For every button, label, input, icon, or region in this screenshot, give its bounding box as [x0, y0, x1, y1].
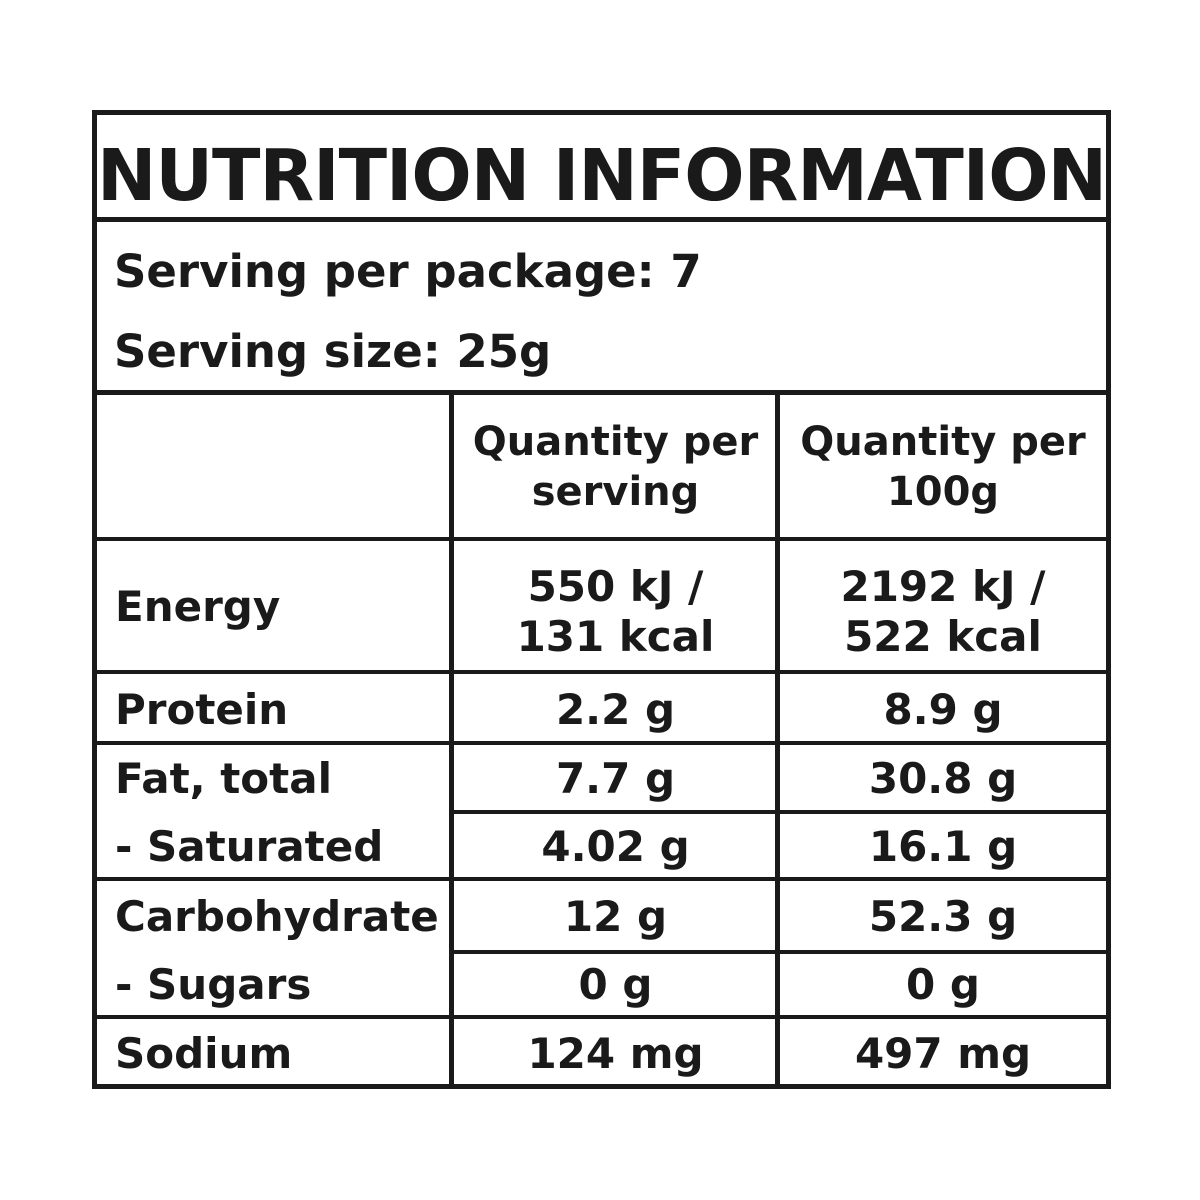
energy-per-100g-kj: 2192 kJ /: [840, 562, 1046, 611]
protein-per-100g: 8.9 g: [883, 685, 1003, 734]
divider-serving-info: [92, 390, 1111, 395]
divider-carb-group: [92, 1015, 1111, 1019]
divider-saturated: [451, 810, 1111, 814]
serving-size: Serving size: 25g: [114, 325, 552, 378]
energy-per-serving: 550 kJ / 131 kcal: [453, 562, 778, 662]
serving-per-package: Serving per package: 7: [114, 245, 702, 298]
energy-per-serving-kcal: 131 kcal: [516, 612, 715, 661]
row-label-energy: Energy: [115, 582, 281, 631]
panel-border-top: [92, 110, 1111, 115]
row-label-sodium: Sodium: [115, 1029, 293, 1078]
protein-per-serving: 2.2 g: [555, 685, 676, 734]
sugars-per-100g: 0 g: [906, 960, 980, 1009]
column-divider-1: [449, 390, 454, 1089]
sodium-per-100g: 497 mg: [854, 1029, 1032, 1078]
row-label-carbohydrate: Carbohydrate: [115, 892, 439, 941]
divider-sugars: [451, 950, 1111, 954]
divider-protein: [92, 741, 1111, 745]
energy-per-serving-kj: 550 kJ /: [527, 562, 704, 611]
column-header-per-100g-line-2: 100g: [886, 469, 1000, 515]
saturated-per-serving: 4.02 g: [541, 822, 690, 871]
sugars-per-serving: 0 g: [578, 960, 653, 1009]
column-header-per-serving-line-2: serving: [531, 469, 700, 515]
fat-total-per-100g: 30.8 g: [868, 754, 1018, 803]
panel-border-right: [1106, 110, 1111, 1089]
row-label-saturated: - Saturated: [115, 822, 384, 871]
divider-header: [92, 537, 1111, 541]
divider-energy: [92, 670, 1111, 674]
column-header-per-100g: Quantity per 100g: [778, 417, 1108, 517]
panel-border-left: [92, 110, 97, 1089]
divider-fat-group: [92, 877, 1111, 881]
column-header-per-serving: Quantity per serving: [453, 417, 778, 517]
saturated-per-100g: 16.1 g: [868, 822, 1018, 871]
energy-per-100g: 2192 kJ / 522 kcal: [778, 562, 1108, 662]
carbohydrate-per-100g: 52.3 g: [868, 892, 1018, 941]
column-header-per-100g-line-1: Quantity per: [800, 419, 1086, 465]
row-label-protein: Protein: [115, 685, 289, 734]
column-header-per-serving-line-1: Quantity per: [472, 419, 759, 465]
energy-per-100g-kcal: 522 kcal: [844, 612, 1042, 661]
column-divider-2: [775, 390, 780, 1089]
fat-total-per-serving: 7.7 g: [555, 754, 676, 803]
sodium-per-serving: 124 mg: [527, 1029, 704, 1078]
divider-title: [92, 217, 1111, 222]
panel-title: NUTRITION INFORMATION: [96, 134, 1107, 217]
row-label-sugars: - Sugars: [115, 960, 312, 1009]
row-label-fat-total: Fat, total: [115, 754, 332, 803]
carbohydrate-per-serving: 12 g: [563, 892, 668, 941]
panel-border-bottom: [92, 1084, 1111, 1089]
